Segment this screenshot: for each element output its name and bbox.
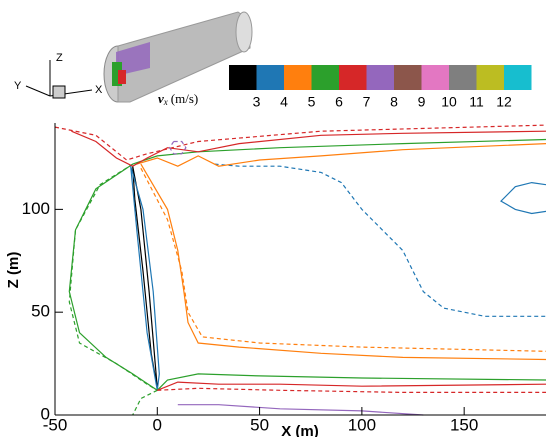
x-axis-label: X (m) xyxy=(281,423,319,437)
contour-line xyxy=(157,387,546,393)
colorbar-swatch xyxy=(366,65,394,90)
contour-line xyxy=(71,130,546,167)
colorbar-swatch xyxy=(394,65,422,90)
colorbar-swatch xyxy=(229,65,257,90)
x-tick-label: 0 xyxy=(153,415,162,434)
colorbar-label: 12 xyxy=(496,94,512,110)
axis-triad xyxy=(25,60,93,99)
colorbar-swatch xyxy=(449,65,477,90)
contour-line xyxy=(132,389,158,416)
x-tick-label: 150 xyxy=(450,415,478,434)
contour-line xyxy=(140,167,546,352)
y-axis-label: Z (m) xyxy=(5,252,22,289)
y-tick-label: 0 xyxy=(41,404,50,423)
contour-line xyxy=(500,181,546,215)
colorbar-label: 3 xyxy=(253,94,261,110)
colorbar-swatch xyxy=(421,65,449,90)
triad-label: Z xyxy=(56,52,63,64)
contour-line xyxy=(130,166,160,391)
contour-line xyxy=(214,163,546,317)
triad-label: X xyxy=(95,84,103,96)
x-tick-label: 100 xyxy=(348,415,376,434)
colorbar-swatch xyxy=(284,65,312,90)
contour-line xyxy=(68,163,546,392)
colorbar-label: 9 xyxy=(418,94,426,110)
colorbar-label: 10 xyxy=(441,94,457,110)
y-tick-label: 50 xyxy=(31,302,50,321)
contour-line xyxy=(168,140,187,155)
contour-line xyxy=(140,163,546,361)
colorbar-swatch xyxy=(339,65,367,90)
colorbar-symbol: v xyxy=(158,91,164,106)
colorbar-label: 6 xyxy=(335,94,343,110)
colorbar-label: 5 xyxy=(308,94,316,110)
y-tick-label: 100 xyxy=(22,199,50,218)
rotor-render xyxy=(103,11,253,103)
colorbar-swatch xyxy=(256,65,284,90)
colorbar-swatch xyxy=(504,65,532,90)
colorbar-label: 4 xyxy=(280,94,288,110)
colorbar-swatch xyxy=(476,65,504,90)
contour-line xyxy=(136,143,546,167)
colorbar-swatch xyxy=(311,65,339,90)
colorbar-label: 8 xyxy=(390,94,398,110)
colorbar-title: vx (m/s) xyxy=(158,91,198,107)
contour-line xyxy=(68,163,158,391)
contour-line xyxy=(177,404,424,416)
x-tick-label: -50 xyxy=(43,415,68,434)
colorbar-label: 7 xyxy=(363,94,371,110)
x-tick-label: 50 xyxy=(250,415,269,434)
triad-label: Y xyxy=(14,80,22,92)
contour-line xyxy=(132,166,158,389)
colorbar-label: 11 xyxy=(469,94,484,110)
colorbar-unit: (m/s) xyxy=(171,91,198,106)
colorbar-subscript: x xyxy=(163,97,168,107)
contour-line xyxy=(157,381,546,391)
contour-line xyxy=(54,124,546,161)
contour-line xyxy=(132,138,546,165)
